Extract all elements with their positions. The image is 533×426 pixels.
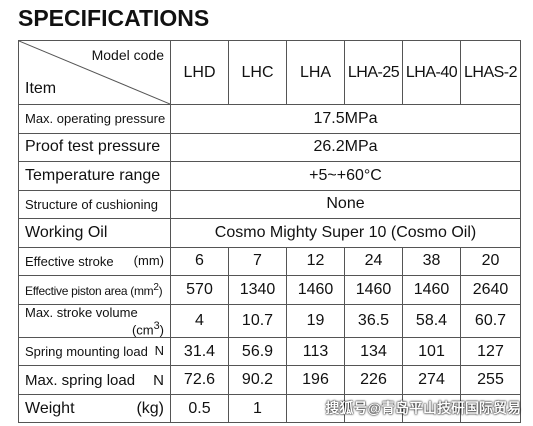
model-header: LHA-40 bbox=[402, 40, 461, 105]
cell-value bbox=[344, 393, 403, 424]
row-label: Max. operating pressure bbox=[18, 104, 171, 134]
cell-value: 36.5 bbox=[344, 303, 403, 338]
cell-value: 90.2 bbox=[228, 365, 287, 395]
table-row: Working Oil Cosmo Mighty Super 10 (Cosmo… bbox=[18, 218, 521, 248]
row-value: Cosmo Mighty Super 10 (Cosmo Oil) bbox=[170, 218, 521, 248]
cell-value: 12 bbox=[286, 246, 345, 276]
cell-value: 255 bbox=[460, 365, 521, 395]
cell-value: 0.5 bbox=[170, 393, 229, 424]
cell-value: 196 bbox=[286, 365, 345, 395]
row-value: +5~+60°C bbox=[170, 161, 521, 191]
table-row: Effective stroke (mm) 6 7 12 24 38 20 bbox=[18, 246, 521, 276]
row-value: None bbox=[170, 189, 521, 219]
table-row: Structure of cushioning None bbox=[18, 189, 521, 219]
cell-value: 58.4 bbox=[402, 303, 461, 338]
cell-value: 134 bbox=[344, 336, 403, 367]
table-row: Weight (kg) 0.5 1 bbox=[18, 393, 521, 424]
cell-value: 60.7 bbox=[460, 303, 521, 338]
row-value: 26.2MPa bbox=[170, 132, 521, 162]
model-code-label: Model code bbox=[91, 47, 164, 63]
cell-value: 24 bbox=[344, 246, 403, 276]
cell-value: 19 bbox=[286, 303, 345, 338]
model-header: LHA bbox=[286, 40, 345, 105]
diagonal-line bbox=[19, 41, 170, 104]
row-label: Effective piston area (mm2) bbox=[18, 275, 171, 305]
model-header: LHA-25 bbox=[344, 40, 403, 105]
row-label: Effective stroke (mm) bbox=[18, 246, 171, 276]
row-unit: (mm2) bbox=[130, 281, 163, 298]
row-unit: N bbox=[154, 343, 164, 359]
model-header: LHC bbox=[228, 40, 287, 105]
cell-value: 31.4 bbox=[170, 336, 229, 367]
table-row: Spring mounting load N 31.4 56.9 113 134 … bbox=[18, 336, 521, 367]
row-label: Max. spring load N bbox=[18, 365, 171, 395]
table-row: Proof test pressure 26.2MPa bbox=[18, 132, 521, 162]
cell-value: 38 bbox=[402, 246, 461, 276]
row-unit: N bbox=[153, 371, 164, 389]
row-label: Temperature range bbox=[18, 161, 171, 191]
row-label: Spring mounting load N bbox=[18, 336, 171, 367]
cell-value: 1460 bbox=[286, 275, 345, 305]
cell-value: 1 bbox=[228, 393, 287, 424]
cell-value: 72.6 bbox=[170, 365, 229, 395]
table-row: Max. stroke volume (cm3) 4 10.7 19 36.5 5… bbox=[18, 303, 521, 338]
row-unit: (kg) bbox=[136, 399, 164, 417]
row-label: Proof test pressure bbox=[18, 132, 171, 162]
row-value: 17.5MPa bbox=[170, 104, 521, 134]
header-corner-cell: Model code Item bbox=[18, 40, 171, 105]
cell-value: 4 bbox=[170, 303, 229, 338]
page-title: SPECIFICATIONS bbox=[18, 5, 210, 31]
cell-value: 2640 bbox=[460, 275, 521, 305]
cell-value bbox=[286, 393, 345, 424]
table-row: Temperature range +5~+60°C bbox=[18, 161, 521, 191]
specifications-table: Model code Item LHD LHC LHA LHA-25 LHA-4… bbox=[18, 40, 521, 424]
cell-value: 20 bbox=[460, 246, 521, 276]
cell-value: 101 bbox=[402, 336, 461, 367]
table-row: Max. operating pressure 17.5MPa bbox=[18, 104, 521, 134]
cell-value: 7 bbox=[228, 246, 287, 276]
cell-value: 56.9 bbox=[228, 336, 287, 367]
cell-value: 113 bbox=[286, 336, 345, 367]
table-row: Max. spring load N 72.6 90.2 196 226 274 … bbox=[18, 365, 521, 395]
cell-value: 1460 bbox=[402, 275, 461, 305]
cell-value bbox=[402, 393, 461, 424]
table-row: Effective piston area (mm2) 570 1340 146… bbox=[18, 275, 521, 305]
row-label: Working Oil bbox=[18, 218, 171, 248]
cell-value bbox=[460, 393, 521, 424]
item-label: Item bbox=[25, 80, 57, 97]
model-header: LHD bbox=[170, 40, 229, 105]
cell-value: 127 bbox=[460, 336, 521, 367]
cell-value: 1460 bbox=[344, 275, 403, 305]
row-label: Structure of cushioning bbox=[18, 189, 171, 219]
row-unit: (mm) bbox=[133, 252, 164, 268]
cell-value: 570 bbox=[170, 275, 229, 305]
cell-value: 226 bbox=[344, 365, 403, 395]
watermark: 搜狐号@青岛平山技研国际贸易 bbox=[325, 400, 521, 416]
row-label: Max. stroke volume (cm3) bbox=[18, 303, 171, 338]
row-unit: (cm3) bbox=[131, 319, 164, 337]
cell-value: 10.7 bbox=[228, 303, 287, 338]
cell-value: 1340 bbox=[228, 275, 287, 305]
header-row: Model code Item LHD LHC LHA LHA-25 LHA-4… bbox=[18, 40, 521, 105]
cell-value: 274 bbox=[402, 365, 461, 395]
model-header: LHAS-2 bbox=[460, 40, 521, 105]
row-label: Weight (kg) bbox=[18, 393, 171, 424]
cell-value: 6 bbox=[170, 246, 229, 276]
